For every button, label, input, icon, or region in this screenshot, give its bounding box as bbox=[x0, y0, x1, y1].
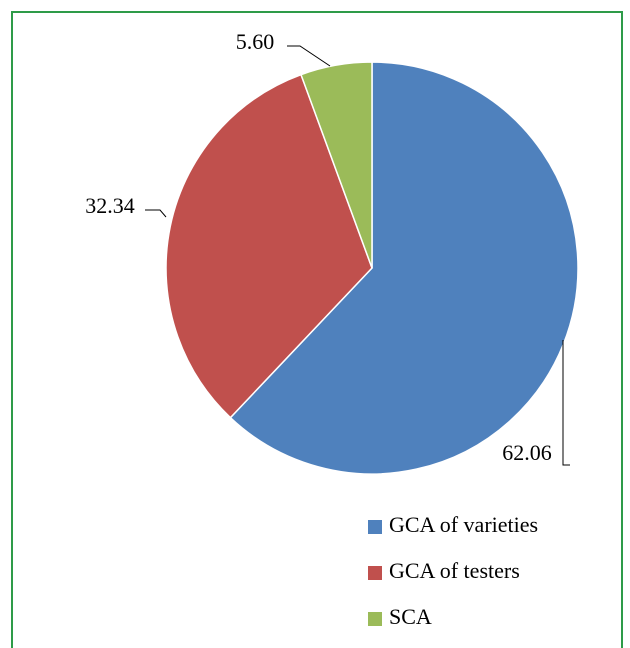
pie-slice bbox=[165, 73, 373, 419]
legend-label: SCA bbox=[389, 604, 432, 629]
legend-swatch bbox=[368, 612, 382, 626]
pie-slice bbox=[300, 61, 373, 269]
frame bbox=[11, 11, 623, 648]
data-label: 32.34 bbox=[85, 193, 135, 218]
legend-swatch bbox=[368, 520, 382, 534]
leader-line bbox=[145, 209, 167, 218]
leader-line bbox=[287, 45, 331, 67]
legend-label: GCA of varieties bbox=[389, 512, 538, 537]
legend-swatch bbox=[368, 566, 382, 580]
leader-line bbox=[562, 340, 570, 466]
legend-label: GCA of testers bbox=[389, 558, 520, 583]
data-label: 5.60 bbox=[236, 29, 275, 54]
data-label: 62.06 bbox=[502, 440, 552, 465]
